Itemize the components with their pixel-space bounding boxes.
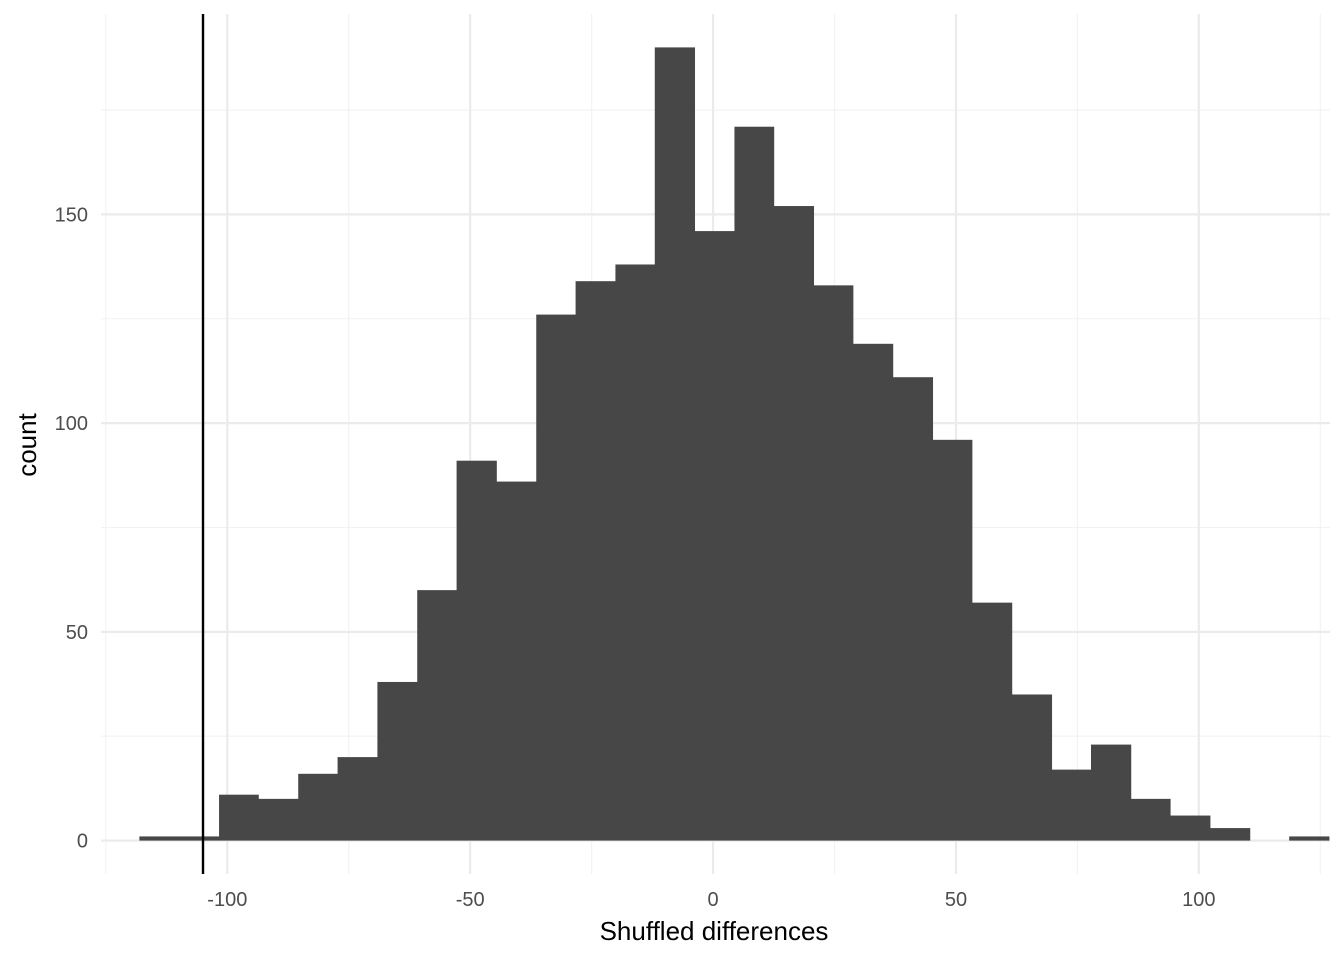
x-tick-label: -50 bbox=[456, 889, 485, 911]
histogram-bar bbox=[1051, 769, 1092, 841]
x-tick-label: 100 bbox=[1182, 889, 1215, 911]
x-tick-label: 0 bbox=[708, 889, 719, 911]
y-axis-title: count bbox=[12, 412, 42, 476]
histogram-bar bbox=[139, 836, 180, 841]
y-tick-label: 150 bbox=[55, 204, 88, 226]
histogram-bar bbox=[773, 206, 815, 841]
histogram-bar bbox=[852, 343, 894, 841]
histogram-bar bbox=[337, 757, 378, 841]
histogram-bar bbox=[575, 281, 616, 841]
y-tick-label: 0 bbox=[77, 831, 88, 853]
histogram-bar bbox=[1130, 798, 1171, 841]
histogram-bar bbox=[734, 126, 775, 841]
histogram-bar bbox=[536, 314, 576, 841]
histogram-bar bbox=[1289, 836, 1330, 841]
histogram-bar bbox=[971, 602, 1013, 841]
histogram-bar bbox=[258, 798, 299, 841]
histogram-bar bbox=[932, 439, 973, 841]
histogram-bar bbox=[298, 773, 338, 841]
histogram-bar bbox=[496, 481, 537, 841]
histogram-bar bbox=[1170, 815, 1211, 841]
y-axis-tick-labels: 0 50 100 150 bbox=[55, 204, 88, 852]
histogram-bar bbox=[1210, 828, 1251, 841]
histogram-bars bbox=[139, 47, 1330, 841]
histogram-bar bbox=[417, 590, 457, 841]
histogram-bar bbox=[179, 836, 220, 841]
histogram-bar bbox=[1091, 744, 1132, 841]
histogram-bar bbox=[219, 794, 259, 841]
histogram-bar bbox=[615, 264, 656, 841]
histogram-bar bbox=[694, 231, 735, 841]
histogram-bar bbox=[1011, 694, 1053, 841]
x-tick-label: -100 bbox=[207, 889, 247, 911]
y-tick-label: 50 bbox=[66, 622, 88, 644]
histogram-bar bbox=[654, 47, 696, 841]
histogram-bar bbox=[892, 377, 934, 841]
x-axis-tick-labels: -100 -50 0 50 100 bbox=[207, 889, 1215, 911]
y-tick-label: 100 bbox=[55, 413, 88, 435]
histogram-bar bbox=[377, 681, 418, 841]
histogram-bar bbox=[813, 285, 854, 841]
x-tick-label: 50 bbox=[945, 889, 967, 911]
x-axis-title: Shuffled differences bbox=[600, 916, 829, 946]
histogram-bar bbox=[456, 460, 497, 841]
